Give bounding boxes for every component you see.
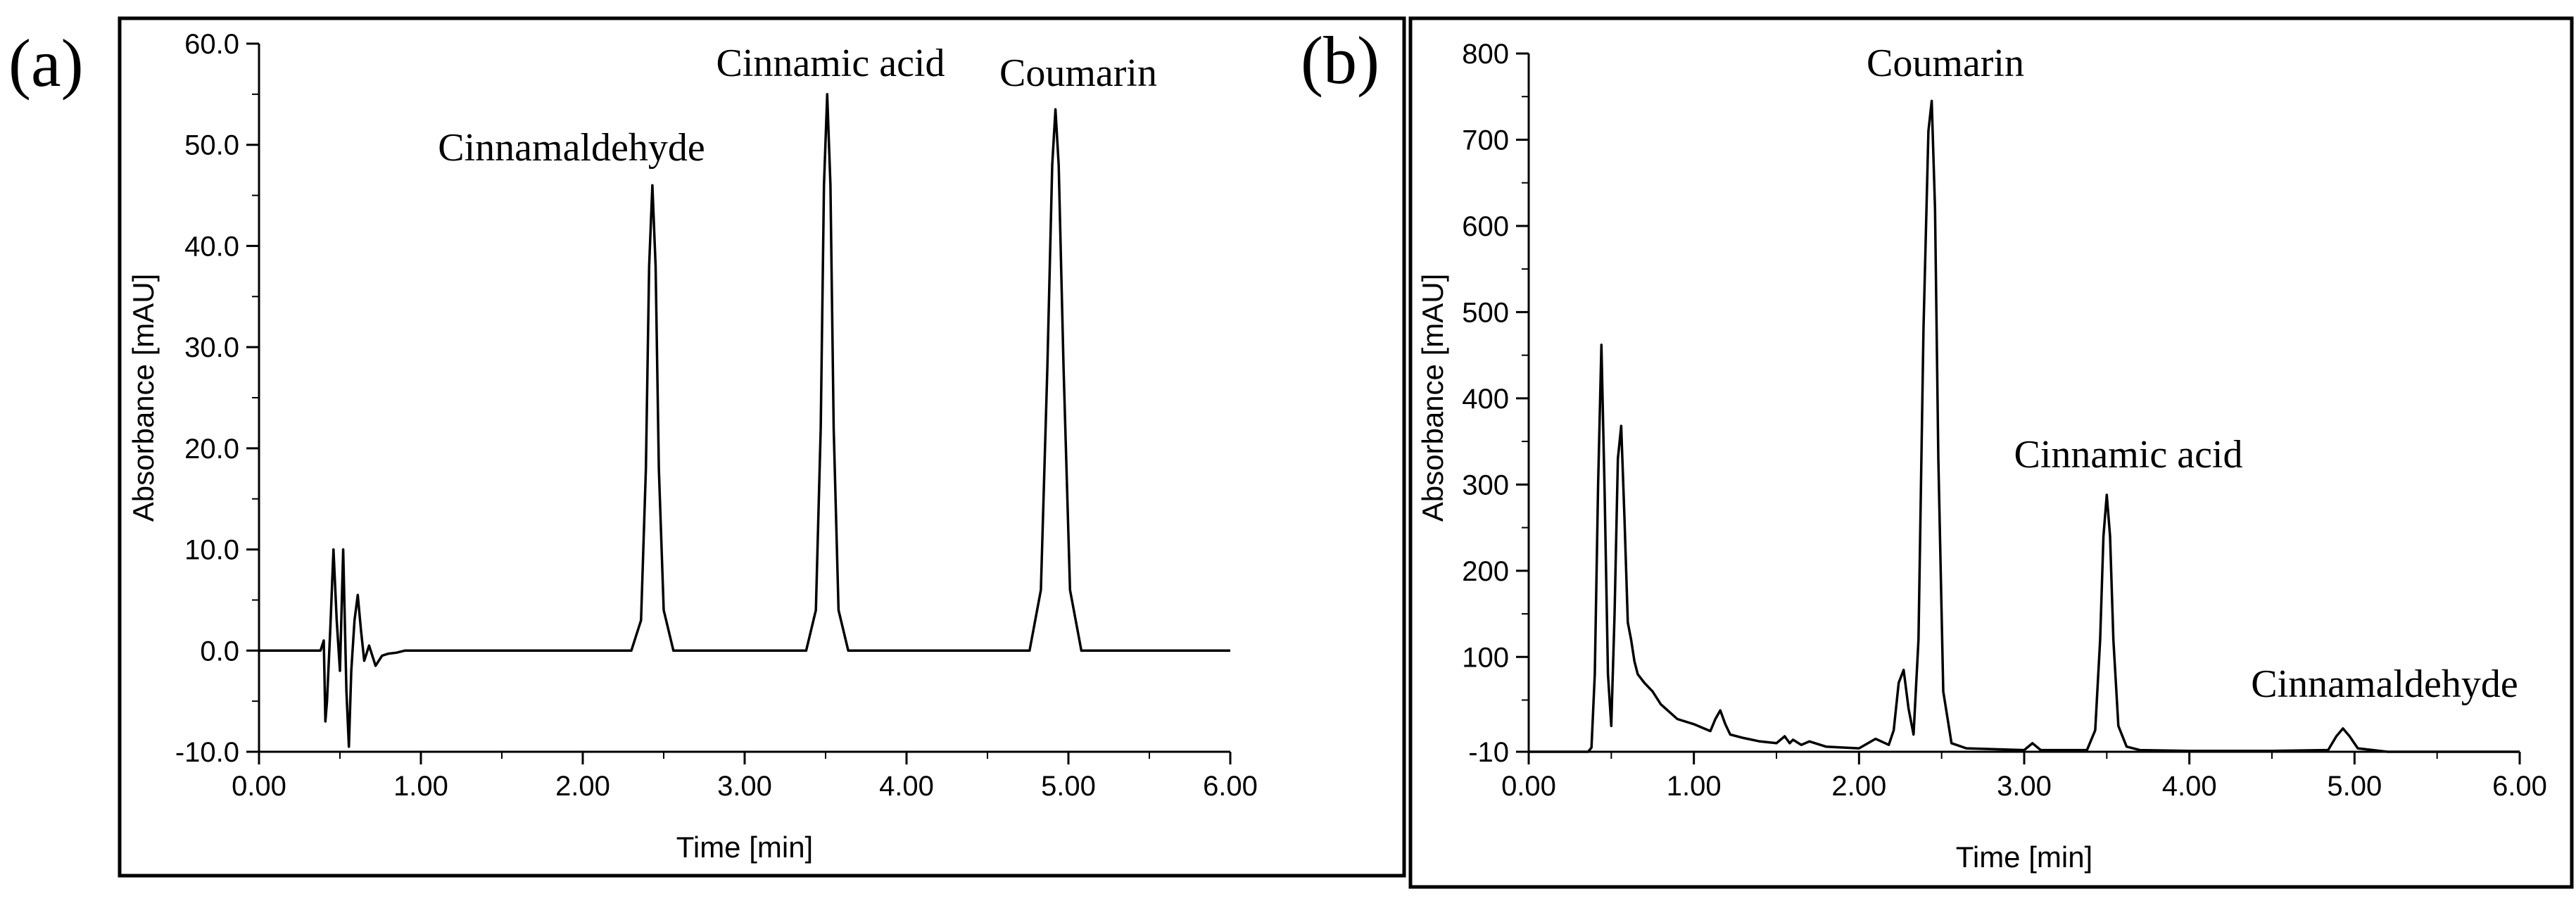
x-tick-label: 1.00	[1667, 771, 1722, 802]
chart-panel-a: (a) 0.00 1.00 2.00 3.00 4.00 5.00 6.00 -10.00.…	[8, 16, 1406, 878]
chart-a-x-axis-title: Time [min]	[676, 831, 813, 864]
y-tick-label: 40.0	[184, 231, 239, 262]
chart-a-frame	[118, 16, 1406, 878]
y-tick-label: 100	[1462, 642, 1509, 673]
chart-b-chromatogram-line	[1529, 99, 2520, 753]
chart-b-peak-labels: Coumarin Cinnamic acid Cinnamaldehyde	[1867, 42, 2518, 706]
y-tick-label: -10.0	[175, 737, 239, 768]
y-tick-label: 10.0	[184, 535, 239, 566]
x-tick-label: 3.00	[717, 771, 772, 802]
chart-a-peak-labels: Cinnamaldehyde Cinnamic acid Coumarin	[438, 42, 1157, 170]
peak-label: Cinnamaldehyde	[2251, 662, 2518, 706]
y-tick-label: 500	[1462, 297, 1509, 328]
y-tick-label: 0.0	[200, 636, 239, 667]
x-tick-label: 6.00	[1203, 771, 1258, 802]
y-tick-label: 600	[1462, 211, 1509, 242]
x-tick-label: 6.00	[2492, 771, 2547, 802]
y-tick-label: 60.0	[184, 29, 239, 60]
chart-b-frame	[1408, 16, 2574, 889]
chart-a-x-ticks: 0.00 1.00 2.00 3.00 4.00 5.00 6.00	[232, 752, 1258, 802]
panel-label-b: (b)	[1301, 23, 1379, 98]
panel-label-a: (a)	[8, 25, 84, 101]
chart-b-x-ticks: 0.00 1.00 2.00 3.00 4.00 5.00 6.00	[1501, 752, 2547, 802]
x-tick-label: 5.00	[1041, 771, 1096, 802]
y-tick-label: 400	[1462, 384, 1509, 415]
chart-b-y-ticks: -10 100 200 300 400 500 600 700 800	[1462, 39, 1529, 768]
y-tick-label: 300	[1462, 470, 1509, 500]
chart-a-y-axis-title: Absorbance [mAU]	[127, 274, 160, 522]
peak-label: Cinnamic acid	[2014, 433, 2242, 477]
peak-label: Coumarin	[1867, 42, 2024, 85]
y-tick-label: 200	[1462, 556, 1509, 587]
chart-panel-b: (b) 0.00 1.00 2.00 3.00 4.00 5.00 6.00 -10 100 2…	[1301, 16, 2574, 889]
chart-a-chromatogram-line	[259, 93, 1230, 748]
y-tick-label: 50.0	[184, 130, 239, 161]
peak-label: Coumarin	[999, 51, 1157, 95]
chart-a-y-ticks: -10.0 0.0 10.0 20.0 30.0 40.0 50.0 60.0	[175, 29, 259, 768]
x-tick-label: 5.00	[2327, 771, 2382, 802]
peak-label: Cinnamaldehyde	[438, 126, 705, 170]
y-tick-label: 30.0	[184, 332, 239, 363]
y-tick-label: 800	[1462, 39, 1509, 70]
x-tick-label: 4.00	[2162, 771, 2217, 802]
y-tick-label: 700	[1462, 125, 1509, 156]
y-tick-label: 20.0	[184, 434, 239, 465]
peak-label: Cinnamic acid	[716, 42, 945, 85]
x-tick-label: 4.00	[879, 771, 934, 802]
x-tick-label: 3.00	[1997, 771, 2052, 802]
x-tick-label: 2.00	[1831, 771, 1886, 802]
x-tick-label: 0.00	[232, 771, 286, 802]
x-tick-label: 2.00	[555, 771, 610, 802]
y-tick-label: -10	[1468, 737, 1509, 768]
chart-b-y-axis-title: Absorbance [mAU]	[1416, 274, 1449, 522]
chart-b-x-axis-title: Time [min]	[1956, 840, 2092, 874]
x-tick-label: 0.00	[1501, 771, 1556, 802]
x-tick-label: 1.00	[393, 771, 448, 802]
